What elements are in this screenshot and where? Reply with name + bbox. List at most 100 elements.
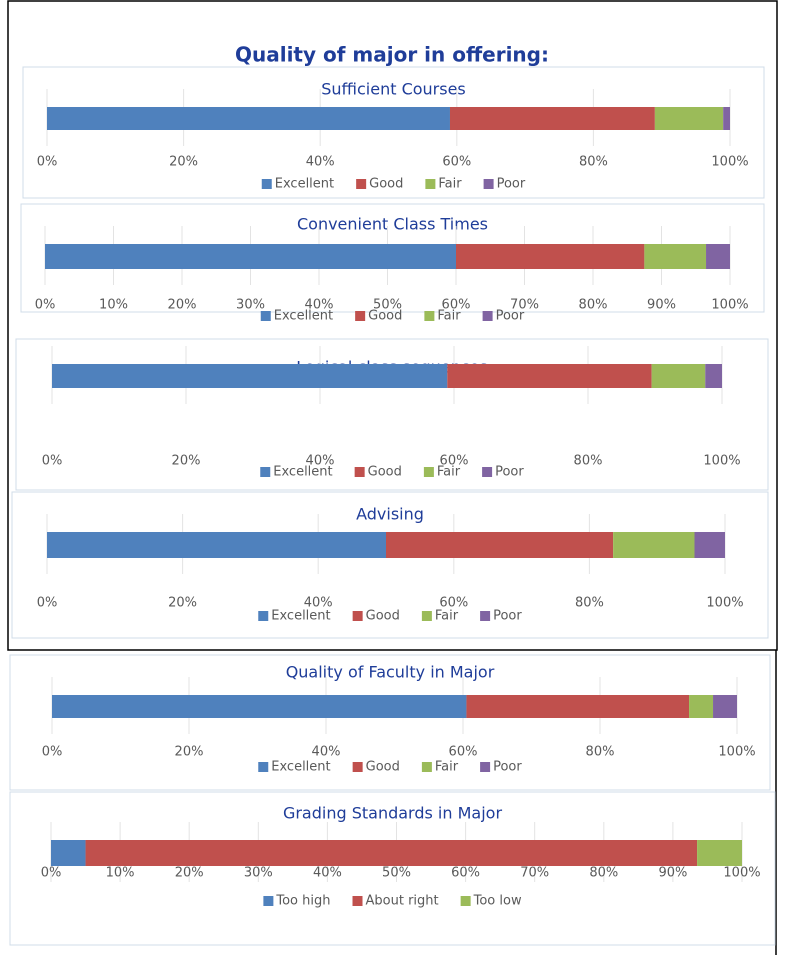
bar-segment <box>466 695 690 718</box>
x-tick-label: 0% <box>35 298 56 313</box>
bar-segment <box>51 840 86 866</box>
x-tick-label: 20% <box>175 745 204 760</box>
legend-label: Fair <box>438 177 462 192</box>
x-tick-label: 70% <box>520 866 549 881</box>
legend-label: Poor <box>496 309 525 324</box>
x-tick-label: 90% <box>658 866 687 881</box>
legend-swatch <box>425 179 436 189</box>
x-tick-label: 10% <box>99 298 128 313</box>
frame <box>7 0 778 651</box>
legend-swatch <box>421 611 432 621</box>
legend-label: Good <box>368 309 402 324</box>
bar-segment <box>654 107 724 130</box>
bar-segment <box>689 695 714 718</box>
legend-swatch <box>352 611 363 621</box>
legend-swatch <box>354 467 365 477</box>
x-tick-label: 0% <box>42 745 63 760</box>
x-tick-label: 40% <box>305 298 334 313</box>
x-tick-label: 100% <box>703 454 740 469</box>
legend-swatch <box>355 311 366 321</box>
legend-swatch <box>258 611 269 621</box>
x-tick-label: 40% <box>306 454 335 469</box>
x-tick-label: 80% <box>586 745 615 760</box>
chart-box <box>11 491 769 639</box>
x-tick-label: 20% <box>175 866 204 881</box>
bar-segment <box>447 364 652 388</box>
legend-swatch <box>424 311 435 321</box>
legend-label: Poor <box>497 177 526 192</box>
legend-label: Poor <box>493 609 522 624</box>
chart-box <box>20 203 765 313</box>
x-tick-label: 100% <box>711 155 748 170</box>
legend-swatch <box>260 311 271 321</box>
x-tick-label: 20% <box>169 155 198 170</box>
legend-swatch <box>423 467 434 477</box>
x-tick-label: 40% <box>313 866 342 881</box>
chart-title: Grading Standards in Major <box>283 804 502 823</box>
x-tick-label: 30% <box>236 298 265 313</box>
x-tick-label: 40% <box>304 596 333 611</box>
legend-swatch <box>460 896 471 906</box>
x-tick-label: 60% <box>439 596 468 611</box>
legend-swatch <box>261 179 272 189</box>
legend-swatch <box>352 762 363 772</box>
legend-swatch <box>258 762 269 772</box>
legend-label: Poor <box>495 465 524 480</box>
chart-title: Convenient Class Times <box>297 215 488 234</box>
bar-segment <box>613 532 695 558</box>
legend-label: Poor <box>493 760 522 775</box>
bar-segment <box>52 695 467 718</box>
bar-segment <box>52 364 448 388</box>
bar-segment <box>723 107 730 130</box>
x-tick-label: 10% <box>106 866 135 881</box>
x-tick-label: 80% <box>579 155 608 170</box>
legend-swatch <box>421 762 432 772</box>
x-tick-label: 100% <box>706 596 743 611</box>
legend-swatch <box>483 179 494 189</box>
x-tick-label: 0% <box>41 866 62 881</box>
legend-label: Fair <box>437 465 461 480</box>
bar-segment <box>705 364 722 388</box>
x-tick-label: 50% <box>382 866 411 881</box>
legend-label: Good <box>369 177 403 192</box>
bar-segment <box>644 244 707 269</box>
legend-swatch <box>480 611 491 621</box>
bar-segment <box>651 364 706 388</box>
bar-segment <box>706 244 730 269</box>
x-tick-label: 20% <box>168 596 197 611</box>
legend-swatch <box>352 896 363 906</box>
legend-label: About right <box>366 894 439 909</box>
legend-swatch <box>482 311 493 321</box>
chart-box <box>15 338 769 491</box>
x-tick-label: 60% <box>449 745 478 760</box>
x-tick-label: 50% <box>373 298 402 313</box>
legend-label: Fair <box>437 309 461 324</box>
x-tick-label: 60% <box>440 454 469 469</box>
legend-label: Good <box>368 465 402 480</box>
legend-label: Too low <box>473 894 522 909</box>
bar-segment <box>85 840 698 866</box>
bar-segment <box>47 532 386 558</box>
legend-label: Excellent <box>273 465 332 480</box>
x-tick-label: 0% <box>37 596 58 611</box>
legend-label: Too high <box>275 894 330 909</box>
x-tick-label: 60% <box>451 866 480 881</box>
bar-segment <box>47 107 450 130</box>
x-tick-label: 60% <box>442 298 471 313</box>
legend-label: Excellent <box>271 609 330 624</box>
bar-segment <box>694 532 725 558</box>
legend-swatch <box>263 896 274 906</box>
legend-swatch <box>356 179 367 189</box>
legend-label: Fair <box>435 609 459 624</box>
chart-title: Advising <box>356 505 424 524</box>
legend-label: Excellent <box>275 177 334 192</box>
x-tick-label: 100% <box>723 866 760 881</box>
bar-segment <box>697 840 742 866</box>
x-tick-label: 100% <box>718 745 755 760</box>
chart-title: Sufficient Courses <box>321 80 466 99</box>
bar-segment <box>456 244 645 269</box>
chart-box <box>9 791 776 946</box>
bar-segment <box>449 107 655 130</box>
x-tick-label: 90% <box>647 298 676 313</box>
